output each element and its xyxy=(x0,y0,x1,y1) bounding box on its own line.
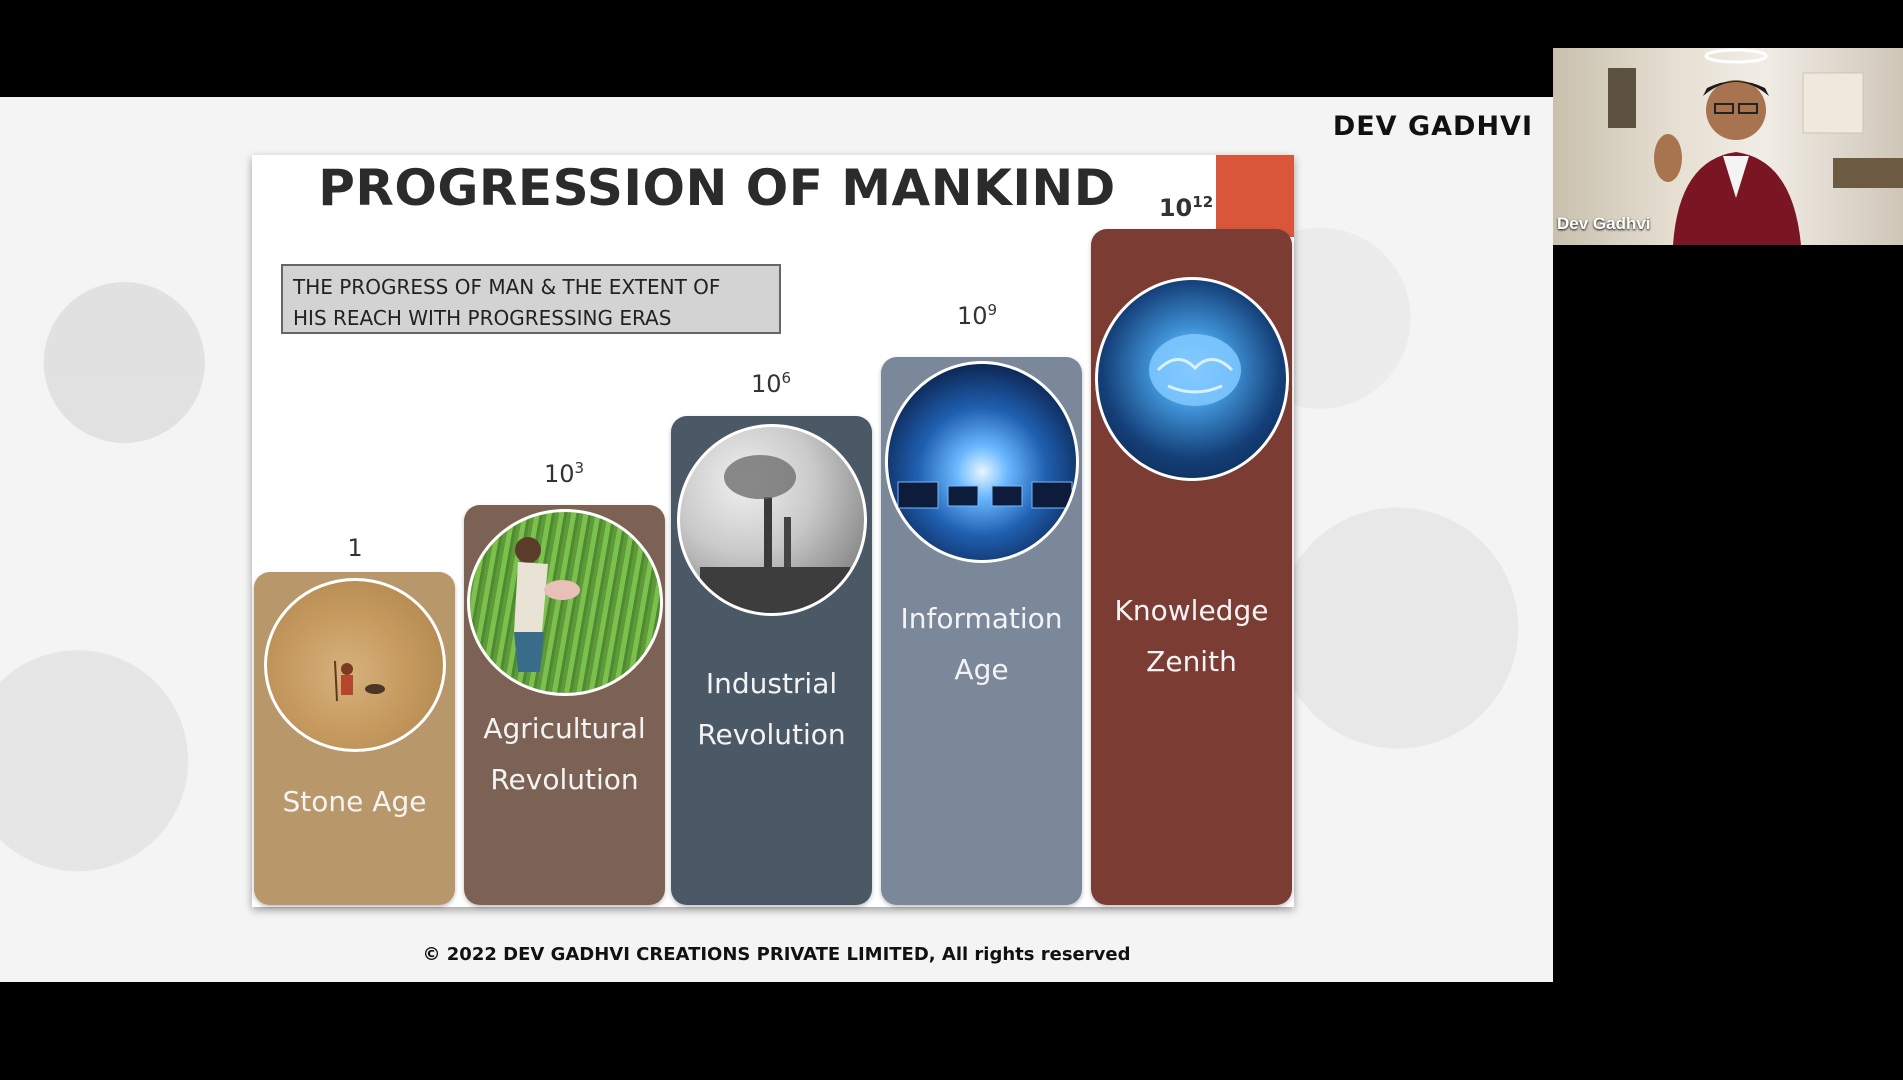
scale-label-knowledge: 1012 xyxy=(1126,193,1246,222)
subtitle-line-2: HIS REACH WITH PROGRESSING ERAS xyxy=(293,306,672,330)
scale-label-information: 109 xyxy=(917,301,1037,330)
slide-subtitle-box: THE PROGRESS OF MAN & THE EXTENT OF HIS … xyxy=(281,264,781,334)
subtitle-line-1: THE PROGRESS OF MAN & THE EXTENT OF xyxy=(293,275,721,299)
agricultural-image xyxy=(466,509,663,696)
era-label-line-2: Revolution xyxy=(490,763,639,796)
farmer-figure-icon xyxy=(513,537,580,672)
era-bar-knowledge: Knowledge Zenith xyxy=(1091,229,1292,905)
scale-base: 10 xyxy=(956,302,988,330)
digital-screens-icon xyxy=(897,481,1072,509)
scale-base: 1 xyxy=(347,534,363,562)
scale-base: 10 xyxy=(543,460,575,488)
scale-base: 10 xyxy=(750,370,782,398)
scale-exponent: 9 xyxy=(987,301,998,319)
era-label-line-2: Revolution xyxy=(697,718,846,751)
slide-footer: © 2022 DEV GADHVI CREATIONS PRIVATE LIMI… xyxy=(422,944,1131,965)
era-label-line-1: Knowledge xyxy=(1114,594,1269,627)
shared-slide: DEV GADHVI PROGRESSION OF MANKIND THE PR… xyxy=(0,97,1553,982)
participant-video-feed xyxy=(1608,48,1903,245)
era-label-line-1: Stone Age xyxy=(282,785,427,818)
accent-block xyxy=(1216,155,1294,237)
scale-exponent: 12 xyxy=(1192,193,1214,211)
industrial-image xyxy=(676,424,867,616)
era-label-industrial: Industrial Revolution xyxy=(671,658,872,760)
era-label-stone-age: Stone Age xyxy=(254,776,455,827)
era-label-line-2: Zenith xyxy=(1146,645,1237,678)
knowledge-image xyxy=(1094,277,1289,481)
era-label-line-1: Agricultural xyxy=(483,712,646,745)
stone-age-figure-icon xyxy=(333,660,385,702)
era-label-line-2: Age xyxy=(954,653,1009,686)
era-bar-information: Information Age xyxy=(881,357,1082,905)
scale-label-stone-age: 1 xyxy=(295,533,415,562)
slide-card: PROGRESSION OF MANKIND THE PROGRESS OF M… xyxy=(252,155,1294,907)
information-image xyxy=(884,361,1079,563)
factory-smoke-icon xyxy=(699,455,850,613)
era-bar-stone-age: Stone Age xyxy=(254,572,455,905)
era-label-line-1: Industrial xyxy=(705,667,838,700)
scale-exponent: 3 xyxy=(574,459,585,477)
era-bar-agricultural: Agricultural Revolution xyxy=(464,505,665,905)
era-bar-industrial: Industrial Revolution xyxy=(671,416,872,905)
scale-label-industrial: 106 xyxy=(711,369,831,398)
participant-video-tile[interactable]: Dev Gadhvi xyxy=(1553,48,1903,245)
era-label-information: Information Age xyxy=(881,593,1082,695)
scale-exponent: 6 xyxy=(781,369,792,387)
slide-title: PROGRESSION OF MANKIND xyxy=(318,159,1116,217)
era-label-line-1: Information xyxy=(900,602,1063,635)
brand-logo: DEV GADHVI xyxy=(1332,111,1533,142)
era-label-knowledge: Knowledge Zenith xyxy=(1091,585,1292,687)
participant-name-label: Dev Gadhvi xyxy=(1557,214,1651,233)
brain-icon xyxy=(1148,334,1241,406)
stone-age-image xyxy=(263,578,446,752)
era-label-agricultural: Agricultural Revolution xyxy=(464,703,665,805)
scale-label-agricultural: 103 xyxy=(504,459,624,488)
scale-base: 10 xyxy=(1158,194,1193,222)
